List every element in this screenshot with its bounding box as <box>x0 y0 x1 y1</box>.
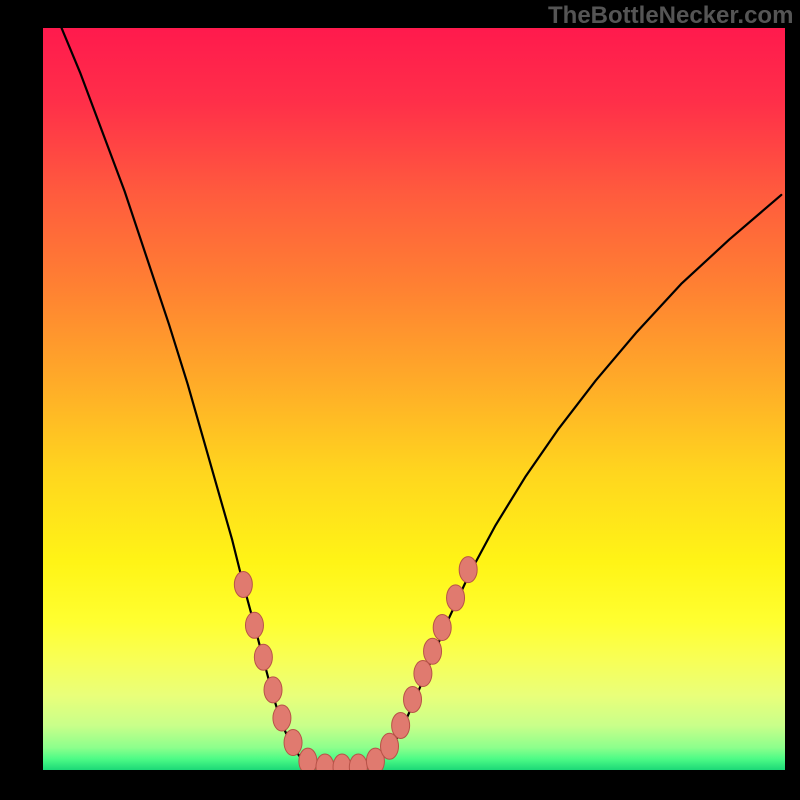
data-marker <box>264 677 282 703</box>
data-marker <box>299 748 317 770</box>
data-marker <box>424 638 442 664</box>
chart-outer-frame: TheBottleNecker.com <box>0 0 800 800</box>
data-marker <box>381 733 399 759</box>
data-marker <box>284 730 302 756</box>
data-marker <box>254 644 272 670</box>
gradient-background <box>43 28 785 770</box>
data-marker <box>245 612 263 638</box>
plot-area <box>43 28 785 770</box>
data-marker <box>414 661 432 687</box>
data-marker <box>404 687 422 713</box>
data-marker <box>433 615 451 641</box>
watermark-text: TheBottleNecker.com <box>548 2 793 30</box>
data-marker <box>447 585 465 611</box>
data-marker <box>392 712 410 738</box>
data-marker <box>459 557 477 583</box>
data-marker <box>234 572 252 598</box>
data-marker <box>273 705 291 731</box>
